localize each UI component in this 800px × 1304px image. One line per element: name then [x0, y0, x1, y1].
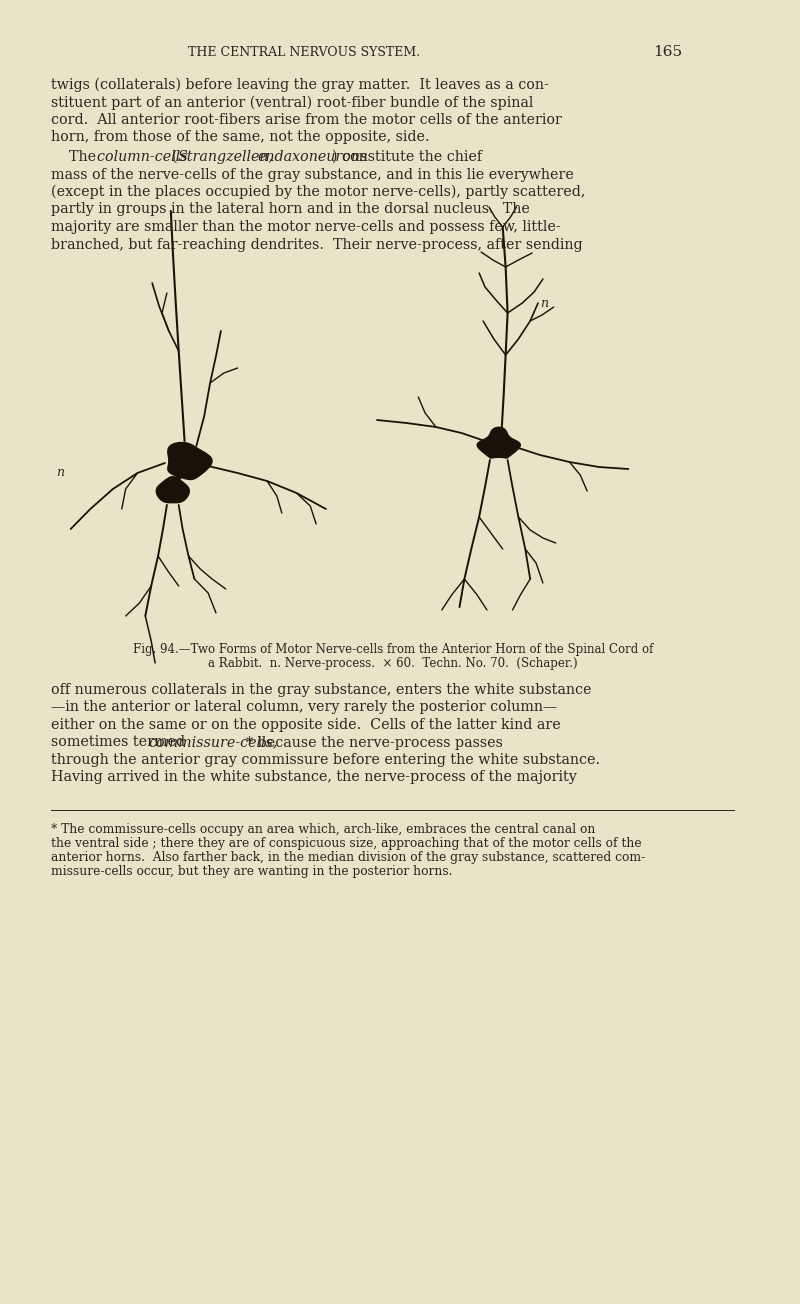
Text: either on the same or on the opposite side.  Cells of the latter kind are: either on the same or on the opposite si…: [51, 719, 561, 732]
Text: The: The: [51, 150, 101, 164]
Text: cord.  All anterior root-fibers arise from the motor cells of the anterior: cord. All anterior root-fibers arise fro…: [51, 113, 562, 126]
Text: missure-cells occur, but they are wanting in the posterior horns.: missure-cells occur, but they are wantin…: [51, 865, 453, 878]
Text: * because the nerve-process passes: * because the nerve-process passes: [246, 735, 503, 750]
Text: stituent part of an anterior (ventral) root-fiber bundle of the spinal: stituent part of an anterior (ventral) r…: [51, 95, 534, 110]
Text: commissure-cells,: commissure-cells,: [149, 735, 278, 750]
Text: horn, from those of the same, not the opposite, side.: horn, from those of the same, not the op…: [51, 130, 430, 145]
Polygon shape: [168, 442, 212, 480]
Text: ) constitute the chief: ) constitute the chief: [333, 150, 482, 164]
Text: n: n: [56, 466, 64, 479]
Text: —in the anterior or lateral column, very rarely the posterior column—: —in the anterior or lateral column, very…: [51, 700, 558, 715]
Text: anterior horns.  Also farther back, in the median division of the gray substance: anterior horns. Also farther back, in th…: [51, 852, 646, 865]
Text: (: (: [172, 150, 178, 164]
Text: twigs (collaterals) before leaving the gray matter.  It leaves as a con-: twigs (collaterals) before leaving the g…: [51, 78, 549, 93]
Text: * The commissure-cells occupy an area which, arch-like, embraces the central can: * The commissure-cells occupy an area wh…: [51, 823, 595, 836]
Text: a Rabbit.  n. Nerve-process.  × 60.  Techn. No. 70.  (Schaper.): a Rabbit. n. Nerve-process. × 60. Techn.…: [208, 657, 578, 670]
Polygon shape: [156, 477, 190, 503]
Text: 165: 165: [653, 46, 682, 59]
Text: THE CENTRAL NERVOUS SYSTEM.: THE CENTRAL NERVOUS SYSTEM.: [188, 46, 421, 59]
Text: branched, but far-reaching dendrites.  Their nerve-process, after sending: branched, but far-reaching dendrites. Th…: [51, 237, 582, 252]
Text: through the anterior gray commissure before entering the white substance.: through the anterior gray commissure bef…: [51, 752, 600, 767]
Text: majority are smaller than the motor nerve-cells and possess few, little-: majority are smaller than the motor nerv…: [51, 220, 561, 233]
Text: Having arrived in the white substance, the nerve-process of the majority: Having arrived in the white substance, t…: [51, 771, 577, 785]
Text: off numerous collaterals in the gray substance, enters the white substance: off numerous collaterals in the gray sub…: [51, 683, 591, 698]
Text: (except in the places occupied by the motor nerve-cells), partly scattered,: (except in the places occupied by the mo…: [51, 185, 586, 200]
Text: Strangzellen,: Strangzellen,: [178, 150, 274, 164]
Text: partly in groups in the lateral horn and in the dorsal nucleus.  The: partly in groups in the lateral horn and…: [51, 202, 530, 216]
Polygon shape: [478, 428, 520, 458]
Text: sometimes termed: sometimes termed: [51, 735, 190, 750]
Text: n: n: [540, 297, 548, 310]
Text: endaxoneurons: endaxoneurons: [258, 150, 368, 164]
Text: the ventral side ; there they are of conspicuous size, approaching that of the m: the ventral side ; there they are of con…: [51, 837, 642, 850]
Text: column-cells: column-cells: [97, 150, 192, 164]
Text: Fig. 94.—Two Forms of Motor Nerve-cells from the Anterior Horn of the Spinal Cor: Fig. 94.—Two Forms of Motor Nerve-cells …: [133, 643, 653, 656]
Text: mass of the nerve-cells of the gray substance, and in this lie everywhere: mass of the nerve-cells of the gray subs…: [51, 167, 574, 181]
